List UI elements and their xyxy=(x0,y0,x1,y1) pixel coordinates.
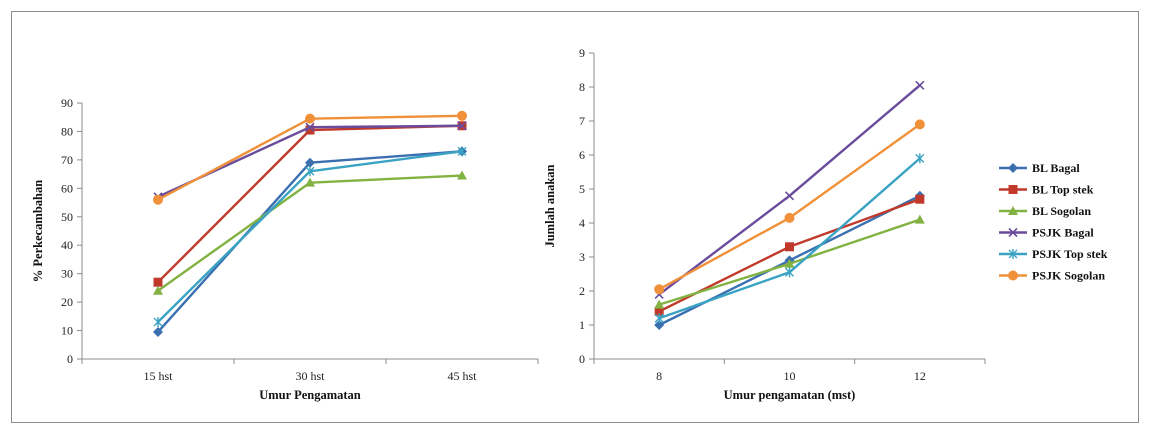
chart1-point-psjk-sogolan xyxy=(153,194,163,205)
chart1-y-tick-label: 60 xyxy=(61,181,73,195)
chart1-point-bl-bagal xyxy=(153,326,163,337)
chart1-y-tick-label: 90 xyxy=(61,96,73,110)
chart1-point-bl-sogolan xyxy=(457,170,467,180)
chart1-x-tick-label: 45 hst xyxy=(447,369,477,383)
chart1-point-bl-bagal xyxy=(305,157,315,168)
chart1-y-tick-label: 40 xyxy=(61,238,73,252)
chart1-series-line-bl-sogolan xyxy=(157,174,463,292)
chart2-point-bl-sogolan xyxy=(914,214,925,224)
legend-marker-bl-sogolan xyxy=(1008,206,1018,215)
chart1-point-psjk-top-stek xyxy=(457,146,467,157)
chart2-point-psjk-top-stek xyxy=(915,153,925,164)
chart2-point-psjk-top-stek xyxy=(785,267,794,278)
chart1-y-tick-label: 10 xyxy=(61,324,73,338)
legend-marker-bl-top-stek xyxy=(1008,185,1018,194)
chart2-y-tick-label: 1 xyxy=(579,318,585,332)
legend-label-bl-bagal: BL Bagal xyxy=(1032,161,1080,175)
chart2-point-bl-top-stek xyxy=(654,306,664,316)
chart1-y-tick-label: 70 xyxy=(61,153,73,167)
chart2-y-tick-label: 4 xyxy=(579,216,585,230)
chart1-y-tick-label: 30 xyxy=(61,267,73,281)
chart-percent-germination: 0 10 20 30 40 50 60 70 80 90 15 hst 30 hst 45 hst Umu… xyxy=(31,96,539,402)
legend-label-psjk-top-stek: PSJK Top stek xyxy=(1032,247,1108,261)
chart2-point-bl-sogolan xyxy=(654,299,665,309)
chart1-point-psjk-sogolan xyxy=(305,113,315,124)
legend-label-psjk-sogolan: PSJK Sogolan xyxy=(1032,269,1105,283)
chart2-point-bl-top-stek xyxy=(785,242,794,252)
chart1-point-bl-top-stek xyxy=(305,125,315,135)
chart1-x-axis-title: Umur Pengamatan xyxy=(259,388,361,402)
chart1-point-psjk-top-stek xyxy=(305,166,315,177)
chart1-point-bl-sogolan xyxy=(305,177,315,187)
chart1-x-tick-label: 15 hst xyxy=(143,369,173,383)
chart1-y-tick-label: 50 xyxy=(61,210,73,224)
chart1-point-psjk-bagal xyxy=(305,122,315,132)
chart2-y-tick-label: 0 xyxy=(579,352,585,366)
legend-label-bl-top-stek: BL Top stek xyxy=(1032,183,1094,197)
chart1-y-tick-label: 80 xyxy=(61,124,73,138)
chart2-point-bl-top-stek xyxy=(915,194,925,204)
chart2-y-tick-label: 9 xyxy=(579,46,585,60)
chart2-y-tick-label: 2 xyxy=(579,284,585,298)
chart2-point-psjk-bagal xyxy=(915,80,925,90)
chart1-point-bl-sogolan xyxy=(153,285,163,295)
chart2-y-tick-label: 7 xyxy=(579,114,585,128)
figure-frame xyxy=(11,11,1139,423)
chart2-point-psjk-bagal xyxy=(784,191,795,201)
legend-marker-psjk-bagal xyxy=(1008,227,1018,238)
chart2-point-psjk-sogolan xyxy=(784,212,795,223)
chart2-x-tick-label: 8 xyxy=(656,369,662,383)
legend-label-psjk-bagal: PSJK Bagal xyxy=(1032,226,1094,240)
chart2-point-psjk-sogolan xyxy=(654,284,665,295)
chart1-point-bl-top-stek xyxy=(153,277,163,287)
legend-marker-psjk-top-stek xyxy=(1008,249,1018,259)
chart2-x-tick-label: 10 xyxy=(784,369,796,383)
chart1-point-psjk-top-stek xyxy=(153,317,163,328)
legend-marker-bl-bagal xyxy=(1008,163,1018,173)
chart2-point-bl-sogolan xyxy=(784,258,795,268)
chart2-y-tick-label: 3 xyxy=(579,250,585,264)
legend-marker-psjk-sogolan xyxy=(1008,270,1018,281)
chart2-point-psjk-sogolan xyxy=(914,119,925,130)
legend-label-bl-sogolan: BL Sogolan xyxy=(1032,204,1091,218)
chart2-point-psjk-top-stek xyxy=(654,313,664,324)
chart2-x-axis-title: Umur pengamatan (mst) xyxy=(724,388,856,402)
chart1-y-axis-title: % Perkecambahan xyxy=(31,180,45,282)
chart2-y-axis-title: Jumlah anakan xyxy=(543,164,557,247)
chart-legend: BL Bagal BL Top stek BL Sogolan PSJK Bagal P… xyxy=(999,161,1108,283)
chart2-y-tick-label: 5 xyxy=(579,182,585,196)
chart2-point-bl-bagal xyxy=(654,320,665,330)
chart1-x-tick-label: 30 hst xyxy=(295,369,325,383)
chart2-x-tick-label: 12 xyxy=(914,369,926,383)
chart1-point-psjk-sogolan xyxy=(457,110,467,121)
chart2-y-tick-label: 8 xyxy=(579,80,585,94)
chart1-y-tick-label: 0 xyxy=(67,352,73,366)
chart1-y-tick-label: 20 xyxy=(61,295,73,309)
chart2-series-line-psjk-top-stek xyxy=(658,157,921,320)
chart1-point-psjk-bagal xyxy=(457,121,467,131)
chart2-y-tick-label: 6 xyxy=(579,148,585,162)
